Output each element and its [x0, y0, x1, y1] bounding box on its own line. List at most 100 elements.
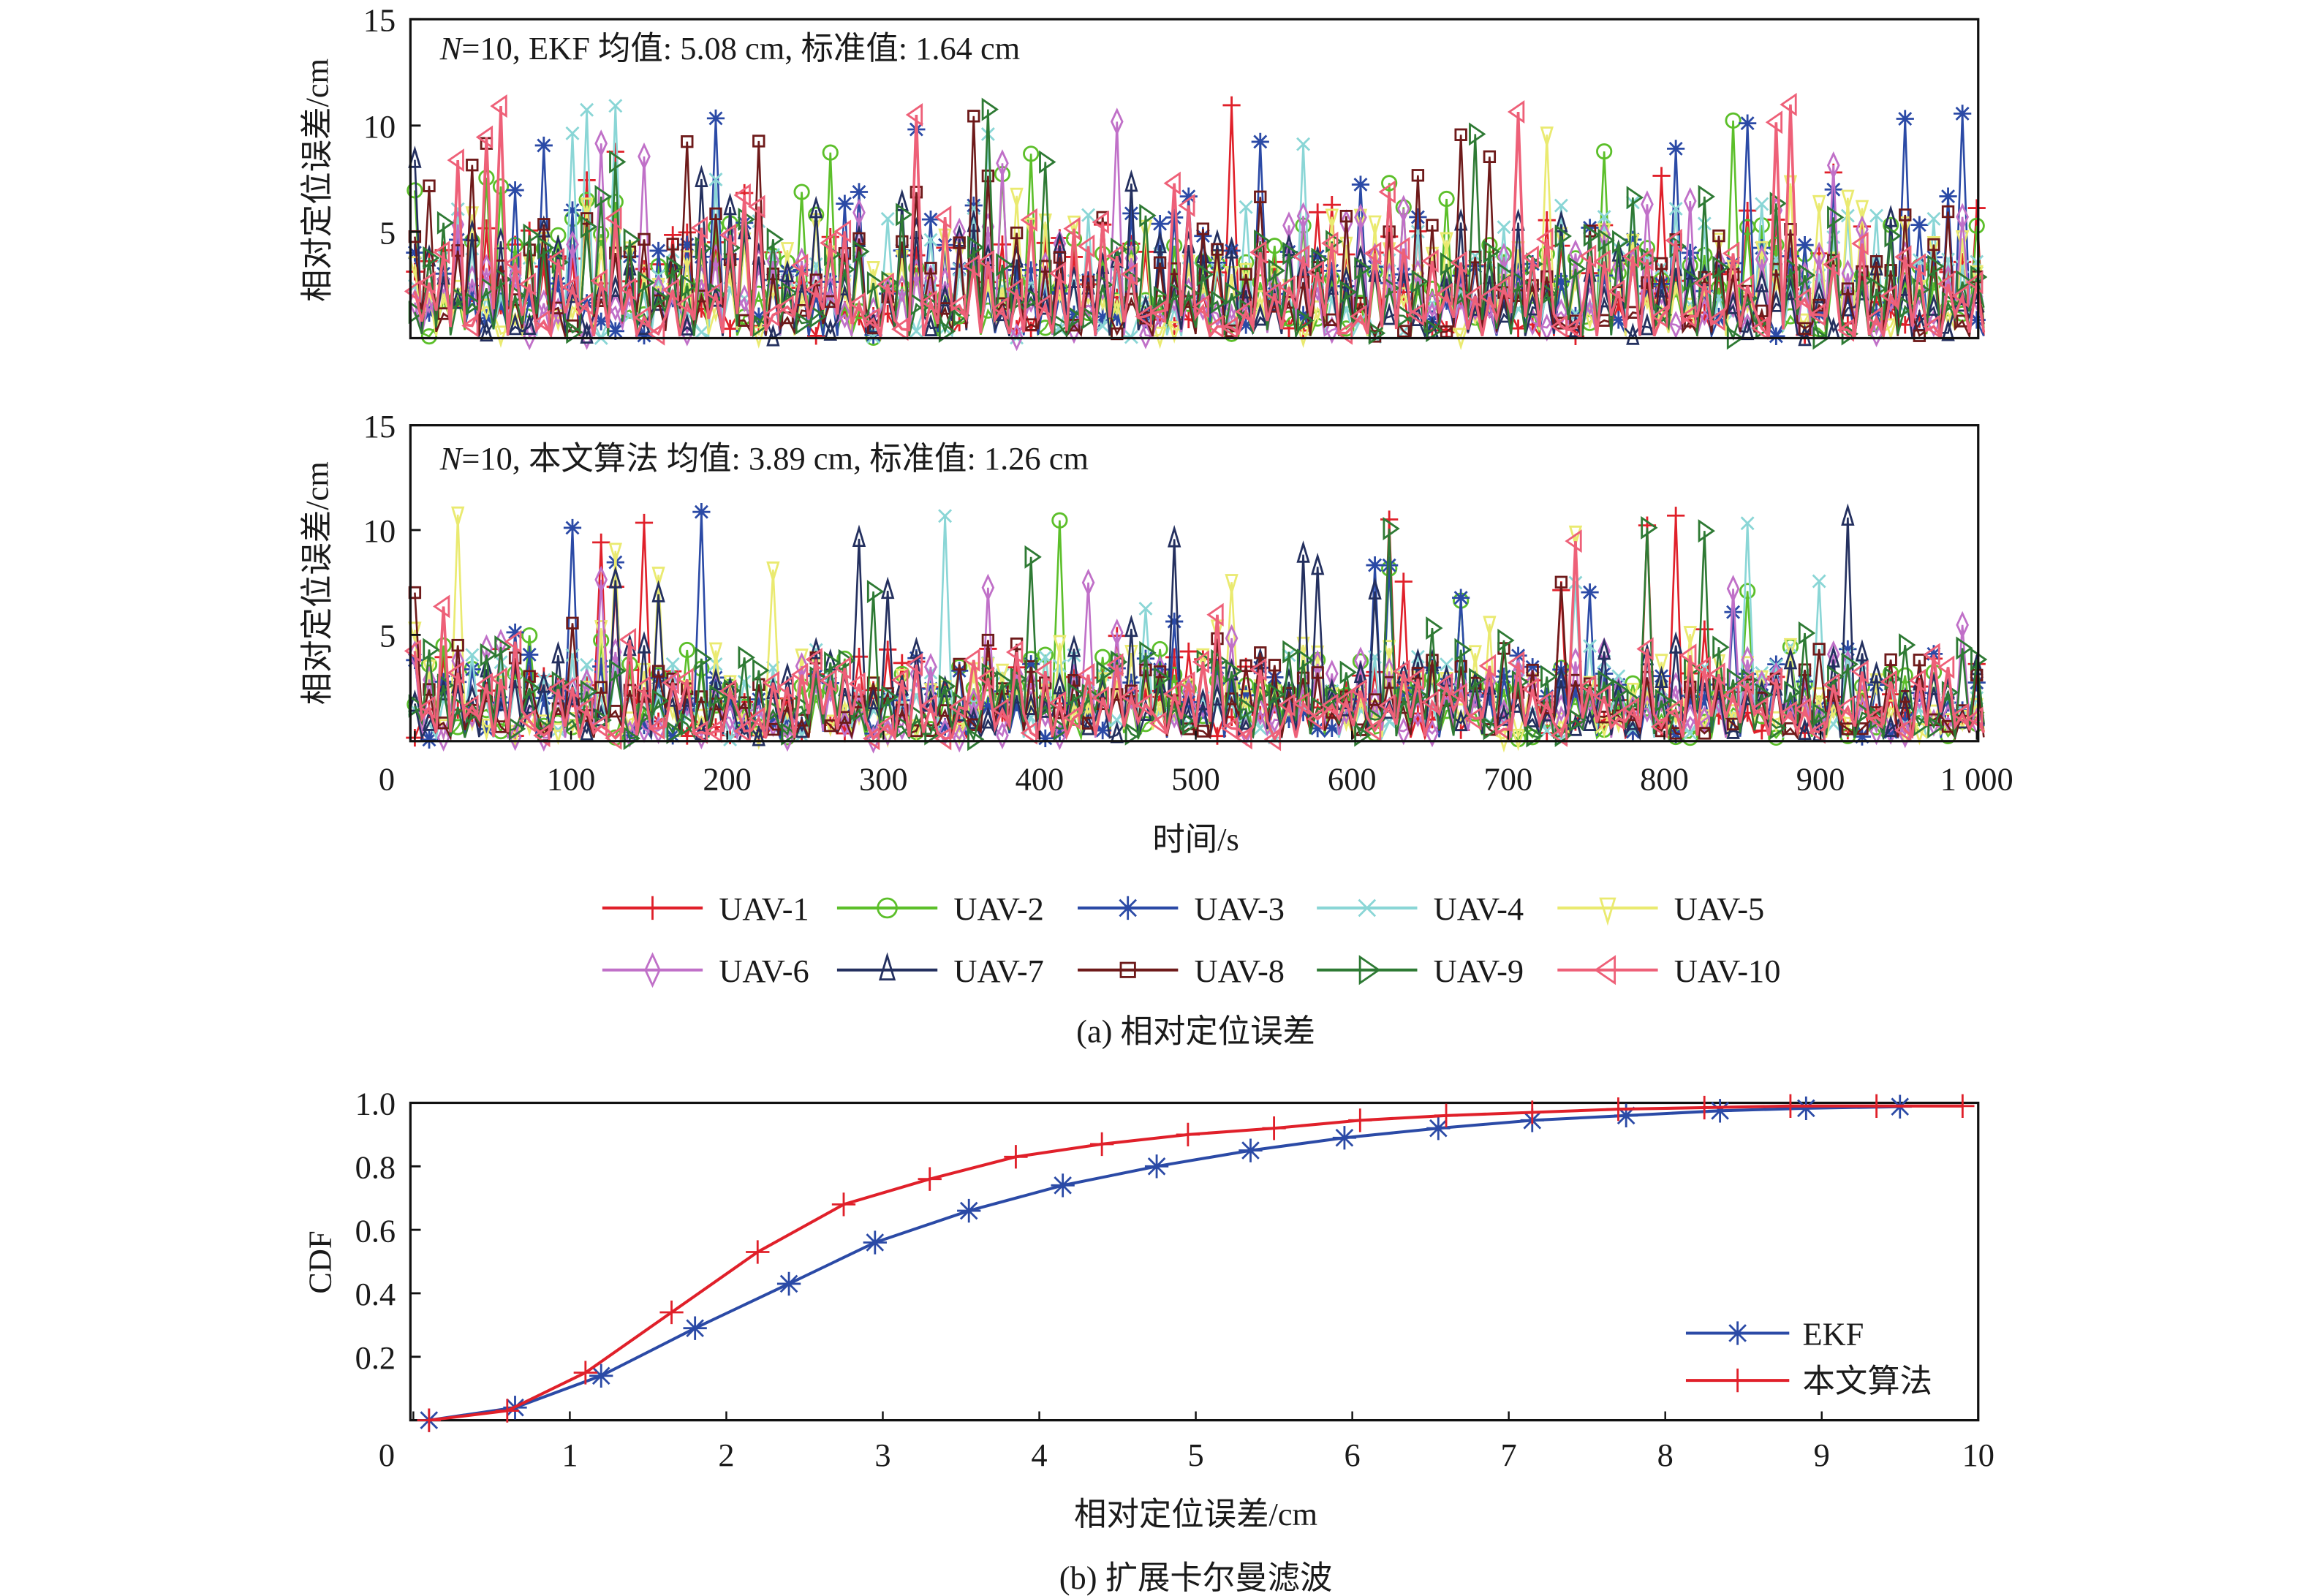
- data-point-marker: [1951, 284, 1969, 308]
- data-point-marker: [681, 273, 698, 298]
- data-point-marker: [1064, 248, 1084, 266]
- data-point-marker: [1239, 697, 1257, 721]
- data-point-marker: [1967, 311, 1986, 329]
- data-point-marker: [594, 129, 608, 158]
- data-point-marker: [1726, 667, 1744, 692]
- data-point-marker: [1697, 216, 1712, 231]
- data-point-marker: [776, 295, 794, 319]
- data-point-marker: [1726, 704, 1740, 727]
- data-point-marker: [948, 293, 966, 317]
- data-point-marker: [1956, 203, 1969, 231]
- series-uav-10: [404, 529, 1985, 752]
- data-point-marker: [1611, 239, 1625, 262]
- data-point-marker: [1641, 515, 1658, 540]
- data-point-marker: [1153, 256, 1167, 269]
- data-point-marker: [1665, 698, 1682, 722]
- data-point-marker: [1266, 668, 1284, 687]
- data-point-marker: [551, 670, 570, 695]
- data-point-marker: [1739, 114, 1757, 132]
- data-point-marker: [406, 243, 424, 262]
- data-point-marker: [418, 271, 436, 295]
- data-point-marker: [738, 284, 752, 313]
- data-point-marker: [1024, 318, 1037, 331]
- data-point-marker: [633, 676, 651, 700]
- data-point-marker: [953, 236, 966, 249]
- data-point-marker: [480, 254, 494, 282]
- data-point-marker: [1136, 243, 1155, 261]
- data-point-marker: [563, 518, 582, 537]
- data-point-marker: [1335, 689, 1353, 713]
- data-point-marker: [964, 708, 983, 727]
- data-point-marker: [1239, 262, 1253, 286]
- data-point-marker: [1597, 670, 1615, 694]
- data-point-marker: [651, 665, 665, 678]
- data-point-marker: [537, 218, 551, 231]
- data-point-marker: [1683, 725, 1698, 740]
- cdf-line: [428, 1105, 1900, 1422]
- data-point-marker: [795, 695, 813, 719]
- data-point-marker: [977, 249, 995, 273]
- data-point-marker: [1525, 292, 1540, 316]
- data-point-marker: [1884, 264, 1897, 277]
- data-point-marker: [1650, 304, 1668, 328]
- data-point-marker: [593, 226, 610, 243]
- data-point-marker: [866, 687, 880, 710]
- data-point-marker: [1767, 327, 1785, 346]
- data-point-marker: [690, 216, 708, 240]
- data-point-marker: [1411, 169, 1425, 182]
- data-point-marker: [1211, 243, 1224, 256]
- data-point-marker: [1712, 229, 1725, 243]
- data-point-marker: [780, 242, 795, 265]
- data-point-marker: [1865, 706, 1883, 730]
- data-point-marker: [1067, 635, 1081, 657]
- data-point-marker: [752, 723, 765, 746]
- data-point-marker: [1309, 719, 1327, 738]
- data-point-marker: [991, 697, 1009, 722]
- data-point-marker: [967, 727, 985, 752]
- data-point-marker: [1684, 268, 1701, 292]
- data-point-marker: [1626, 689, 1644, 713]
- data-point-marker: [824, 651, 842, 675]
- data-point-marker: [762, 303, 780, 327]
- data-point-marker: [434, 265, 453, 283]
- series-line: [413, 104, 1986, 341]
- data-point-marker: [1652, 167, 1671, 185]
- data-point-marker: [508, 312, 522, 336]
- data-point-marker: [533, 309, 551, 333]
- data-point-marker: [1263, 281, 1282, 306]
- data-point-marker: [1507, 651, 1525, 675]
- data-point-marker: [1525, 705, 1540, 727]
- data-point-marker: [695, 164, 708, 188]
- data-point-marker: [561, 275, 579, 299]
- data-point-marker: [910, 186, 923, 199]
- data-point-marker: [1064, 305, 1084, 324]
- legend-marker: [1725, 1321, 1750, 1345]
- data-point-marker: [1426, 719, 1439, 748]
- data-point-marker: [561, 675, 579, 699]
- data-point-marker: [1483, 716, 1500, 741]
- data-point-marker: [1393, 659, 1410, 684]
- x-tick-label: 8: [1657, 1437, 1674, 1473]
- data-point-marker: [1454, 638, 1472, 662]
- data-point-marker: [450, 202, 465, 216]
- data-point-marker: [848, 672, 866, 696]
- data-point-marker: [1880, 284, 1897, 308]
- data-point-marker: [1608, 279, 1625, 303]
- data-point-marker: [1569, 239, 1582, 268]
- data-point-marker: [820, 668, 837, 692]
- data-point-marker: [1323, 262, 1341, 280]
- data-point-marker: [1937, 655, 1955, 679]
- data-point-marker: [1751, 317, 1769, 341]
- data-point-marker: [1077, 662, 1095, 687]
- x-tick-label: 9: [1814, 1437, 1830, 1473]
- data-point-marker: [463, 660, 481, 678]
- data-point-marker: [1494, 667, 1513, 686]
- cdf-point-marker: [1144, 1154, 1169, 1179]
- data-point-marker: [1024, 545, 1042, 569]
- legend-marker: [1358, 955, 1381, 986]
- data-point-marker: [938, 674, 956, 698]
- data-point-marker: [665, 657, 680, 671]
- data-point-marker: [1211, 290, 1228, 314]
- cdf-point-marker: [863, 1230, 887, 1255]
- data-point-marker: [1681, 687, 1699, 705]
